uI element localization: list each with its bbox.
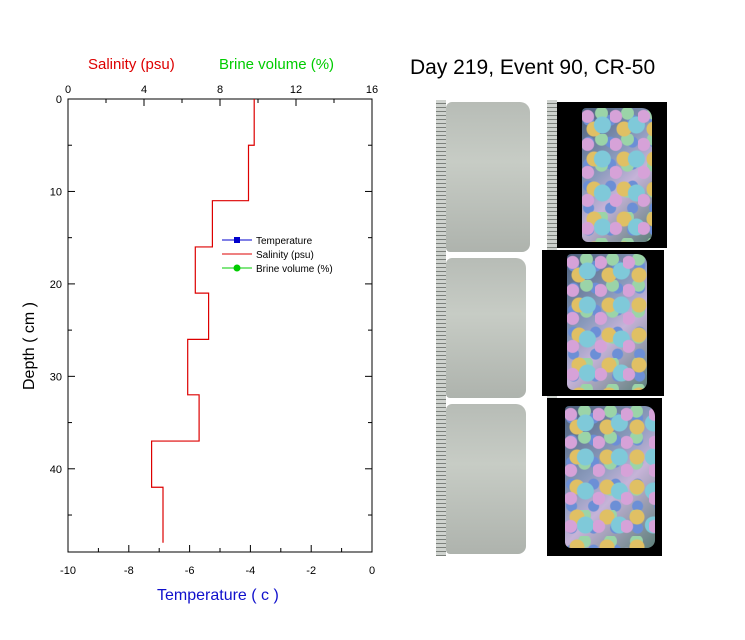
y-tick-label: 10	[50, 186, 62, 198]
bottom-tick-label: -8	[124, 565, 134, 577]
top-tick-label: 0	[65, 84, 71, 96]
core-photo-polarized-bottom	[565, 406, 655, 548]
plot-frame	[67, 98, 373, 553]
core-photo-plain-top	[446, 102, 530, 252]
top-tick-label: 12	[290, 84, 302, 96]
bottom-axis-label: Temperature ( c )	[157, 587, 279, 604]
core-photo-polarized-top	[582, 108, 652, 242]
polarized-bg-middle	[542, 250, 664, 396]
bottom-tick-label: -4	[246, 565, 256, 577]
legend-label: Salinity (psu)	[256, 250, 314, 261]
polarized-photo-panel	[542, 100, 667, 556]
polarized-bg-bottom	[547, 398, 662, 556]
y-tick-label: 30	[50, 371, 62, 383]
y-tick-label: 20	[50, 279, 62, 291]
legend-marker-circle	[233, 264, 241, 272]
top-tick-label: 16	[366, 84, 378, 96]
series-layer	[151, 99, 255, 543]
top-axis-label-salinity: Salinity (psu)	[88, 56, 175, 73]
top-tick-label: 8	[217, 84, 223, 96]
top-axis-label-brine: Brine volume (%)	[219, 56, 334, 73]
chart-title: Day 219, Event 90, CR-50	[410, 56, 655, 79]
legend-label: Brine volume (%)	[256, 264, 333, 275]
y-tick-label: 0	[56, 94, 62, 106]
bottom-tick-label: -10	[60, 565, 76, 577]
legend-marker-square	[234, 237, 240, 243]
core-photo-plain-middle	[446, 258, 526, 398]
salinity-series-line	[151, 99, 255, 543]
y-axis-ticks: 0 10 20 30 40	[50, 94, 372, 516]
top-tick-label: 4	[141, 84, 147, 96]
bottom-tick-label: 0	[369, 565, 375, 577]
polarized-bg-top	[557, 102, 667, 248]
bottom-tick-label: -6	[185, 565, 195, 577]
legend: Temperature Salinity (psu) Brine volume (%…	[222, 236, 333, 275]
core-photo-panel	[436, 100, 532, 556]
core-photo-plain-bottom	[446, 404, 526, 554]
core-photo-polarized-middle	[567, 254, 647, 390]
legend-label: Temperature	[256, 236, 313, 247]
ruler-strip	[436, 100, 446, 556]
top-axis-ticks: 0 4 8 12 16	[65, 84, 378, 106]
bottom-tick-label: -2	[306, 565, 316, 577]
chart-plot-area	[67, 98, 373, 553]
bottom-axis-ticks: -10 -8 -6 -4 -2 0	[60, 545, 375, 577]
y-tick-label: 40	[50, 464, 62, 476]
y-axis-label: Depth ( cm )	[21, 302, 38, 390]
